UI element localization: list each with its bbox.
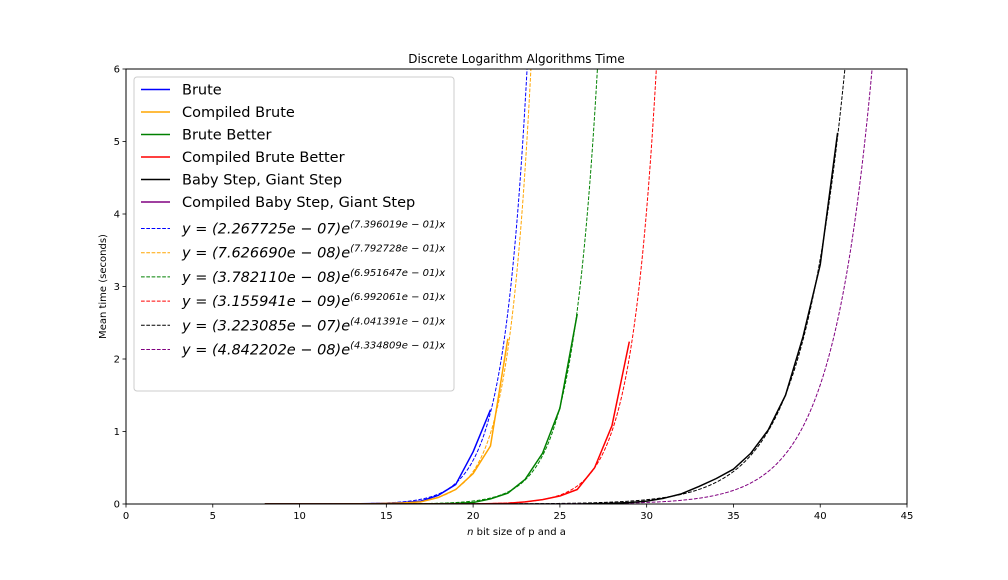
legend-label-fit-6: y = (4.842202e − 08)e(4.334809e − 01)x (181, 341, 445, 359)
fit-equation-base: y = (2.267725e − 07) (181, 222, 341, 238)
fit-equation-e: e (341, 343, 350, 359)
legend-label-fit-3: y = (3.782110e − 08)e(6.951647e − 01)x (181, 268, 445, 286)
fit-equation-exponent: (7.396019e − 01)x (350, 220, 445, 231)
x-tick-label: 15 (380, 511, 393, 522)
fit-equation-e: e (341, 246, 350, 262)
series-line-4 (264, 341, 631, 504)
x-tick-label: 20 (467, 511, 480, 522)
legend-label-fit-1: y = (2.267725e − 07)e(7.396019e − 01)x (181, 220, 445, 238)
fit-equation-e: e (341, 294, 350, 310)
fit-equation-base: y = (3.223085e − 07) (181, 318, 341, 334)
legend-frame (133, 76, 455, 392)
fit-equation-base: y = (4.842202e − 08) (181, 343, 341, 359)
legend-label-fit-4: y = (3.155941e − 09)e(6.992061e − 01)x (181, 292, 445, 310)
y-tick-label: 3 (114, 282, 120, 293)
x-axis-label-text: bit size of p and a (473, 527, 565, 538)
x-axis-label-variable: n (467, 527, 473, 538)
fit-equation-e: e (341, 222, 350, 238)
y-axis: 0 1 2 3 4 5 6 (114, 65, 126, 511)
fit-equation-base: y = (3.782110e − 08) (181, 270, 341, 286)
x-tick-label: 45 (901, 511, 914, 522)
fit-equation-exponent: (6.951647e − 01)x (350, 268, 445, 279)
legend: Brute Compiled Brute Brute Better Compiled … (133, 76, 455, 392)
legend-label-series-2: Compiled Brute (182, 105, 295, 121)
y-tick-label: 0 (114, 500, 120, 511)
fit-equation-exponent: (6.992061e − 01)x (350, 292, 445, 303)
fit-equation-base: y = (7.626690e − 08) (181, 246, 341, 262)
y-tick-label: 1 (114, 427, 120, 438)
legend-label-series-1: Brute (182, 83, 222, 99)
x-tick-label: 5 (210, 511, 216, 522)
y-tick-label: 5 (114, 137, 120, 148)
x-tick-label: 40 (814, 511, 827, 522)
x-tick-label: 0 (123, 511, 129, 522)
legend-label-series-3: Brute Better (182, 128, 271, 144)
x-axis-label: n bit size of p and a (467, 527, 566, 538)
series-line-5 (264, 132, 839, 504)
legend-label-series-5: Baby Step, Giant Step (182, 173, 342, 189)
fit-equation-base: y = (3.155941e − 09) (181, 294, 341, 310)
fit-equation-e: e (341, 270, 350, 286)
y-tick-label: 4 (114, 210, 120, 221)
y-axis-label: Mean time (seconds) (98, 234, 109, 339)
x-axis: 0 5 10 15 20 25 30 35 40 45 (123, 504, 914, 522)
chart-title: Discrete Logarithm Algorithms Time (408, 52, 624, 66)
fit-equation-exponent: (7.792728e − 01)x (350, 244, 445, 255)
legend-label-fit-2: y = (7.626690e − 08)e(7.792728e − 01)x (181, 244, 445, 262)
legend-label-fit-5: y = (3.223085e − 07)e(4.041391e − 01)x (181, 316, 445, 334)
legend-label-series-4: Compiled Brute Better (182, 150, 345, 166)
y-tick-label: 2 (114, 355, 120, 366)
x-tick-label: 25 (554, 511, 567, 522)
x-tick-label: 30 (640, 511, 653, 522)
fit-equation-exponent: (4.041391e − 01)x (350, 316, 445, 327)
fit-equation-e: e (341, 318, 350, 334)
x-tick-label: 35 (727, 511, 740, 522)
fit-equation-exponent: (4.334809e − 01)x (350, 341, 445, 352)
legend-label-series-6: Compiled Baby Step, Giant Step (182, 195, 415, 211)
y-tick-label: 6 (114, 65, 120, 76)
x-tick-label: 10 (293, 511, 306, 522)
